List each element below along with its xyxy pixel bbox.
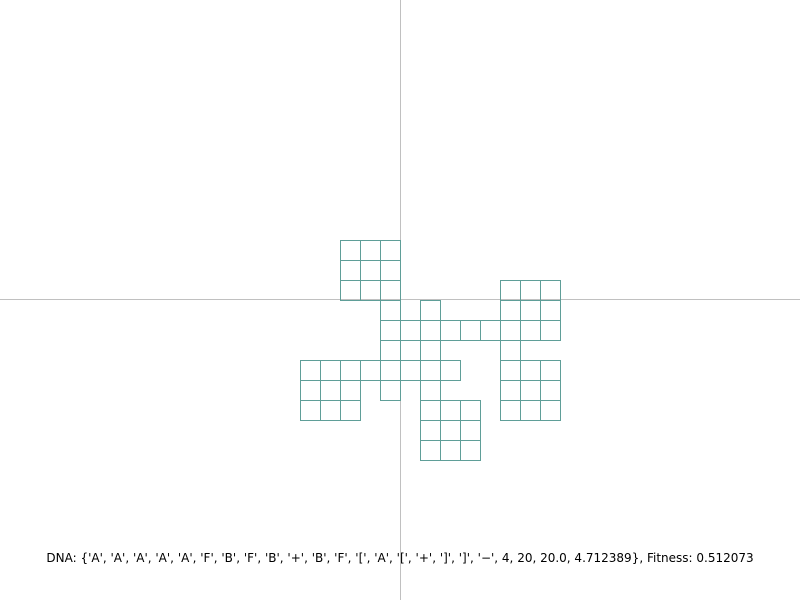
grid-cell bbox=[300, 360, 321, 381]
grid-cell bbox=[500, 360, 521, 381]
grid-cell bbox=[340, 260, 361, 281]
grid-cell bbox=[440, 420, 461, 441]
grid-cell bbox=[440, 320, 461, 341]
grid-cell bbox=[400, 320, 421, 341]
grid-cell bbox=[380, 260, 401, 281]
grid-cell bbox=[340, 360, 361, 381]
grid-cell bbox=[520, 320, 541, 341]
grid-cell bbox=[380, 240, 401, 261]
grid-cell bbox=[520, 360, 541, 381]
grid-cell bbox=[500, 280, 521, 301]
dna-value: {'A', 'A', 'A', 'A', 'A', 'F', 'B', 'F',… bbox=[80, 551, 640, 565]
grid-cell bbox=[540, 280, 561, 301]
grid-cell bbox=[520, 400, 541, 421]
grid-cell bbox=[460, 320, 481, 341]
grid-cell bbox=[440, 400, 461, 421]
grid-cell bbox=[340, 280, 361, 301]
grid-cell bbox=[380, 380, 401, 401]
grid-cell bbox=[500, 380, 521, 401]
grid-cell bbox=[440, 360, 461, 381]
grid-cell bbox=[420, 340, 441, 361]
grid-cell bbox=[320, 380, 341, 401]
grid-cell bbox=[460, 400, 481, 421]
grid-cell bbox=[500, 400, 521, 421]
grid-cell bbox=[400, 360, 421, 381]
grid-cell bbox=[500, 320, 521, 341]
fitness-value: 0.512073 bbox=[696, 551, 754, 565]
grid-cell bbox=[380, 280, 401, 301]
grid-cell bbox=[420, 400, 441, 421]
grid-cell bbox=[300, 380, 321, 401]
grid-cell bbox=[360, 360, 381, 381]
grid-cell bbox=[460, 440, 481, 461]
grid-cell bbox=[340, 380, 361, 401]
grid-cell bbox=[340, 400, 361, 421]
grid-cell bbox=[520, 300, 541, 321]
grid-cell bbox=[540, 300, 561, 321]
grid-cell bbox=[440, 440, 461, 461]
grid-cell bbox=[420, 440, 441, 461]
grid-cell bbox=[360, 280, 381, 301]
dna-label: DNA: bbox=[46, 551, 81, 565]
grid-cell bbox=[500, 340, 521, 361]
grid-cell bbox=[420, 380, 441, 401]
grid-cell bbox=[540, 380, 561, 401]
grid-cell bbox=[320, 400, 341, 421]
grid-cell bbox=[420, 320, 441, 341]
grid-cell bbox=[420, 360, 441, 381]
grid-cell bbox=[420, 300, 441, 321]
grid-cell bbox=[360, 240, 381, 261]
grid-cell bbox=[540, 320, 561, 341]
grid-cell bbox=[520, 380, 541, 401]
status-line: DNA: {'A', 'A', 'A', 'A', 'A', 'F', 'B',… bbox=[0, 551, 800, 565]
grid-cell bbox=[540, 360, 561, 381]
grid-cell bbox=[360, 260, 381, 281]
grid-cell bbox=[340, 240, 361, 261]
grid-cell bbox=[380, 340, 401, 361]
grid-cell bbox=[540, 400, 561, 421]
grid-cell bbox=[460, 420, 481, 441]
grid-cell bbox=[480, 320, 501, 341]
grid-cell bbox=[420, 420, 441, 441]
grid-cell bbox=[300, 400, 321, 421]
grid-cell bbox=[380, 360, 401, 381]
grid-cell bbox=[380, 300, 401, 321]
grid-cell bbox=[380, 320, 401, 341]
structure-cells bbox=[300, 240, 561, 461]
grid-cell bbox=[500, 300, 521, 321]
grid-cell bbox=[320, 360, 341, 381]
grid-cell bbox=[400, 340, 421, 361]
grid-cell bbox=[520, 280, 541, 301]
fitness-label: , Fitness: bbox=[639, 551, 697, 565]
